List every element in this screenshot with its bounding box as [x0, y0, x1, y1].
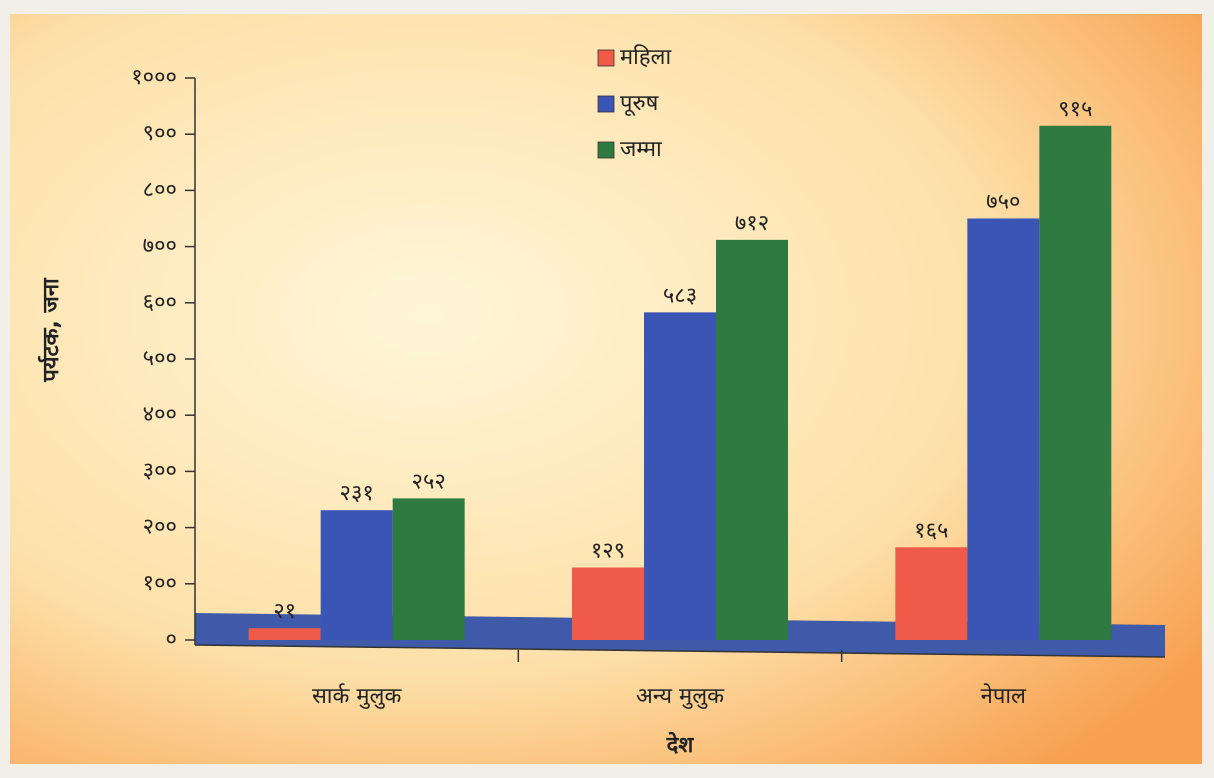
value-label: २३१ [340, 481, 374, 506]
legend-swatch [597, 95, 615, 113]
y-tick-label: ० [166, 627, 177, 652]
bar [895, 547, 968, 640]
legend-label: पूरुष [620, 91, 660, 117]
y-tick-label: ३०० [143, 458, 177, 483]
value-label: १२९ [591, 539, 625, 564]
x-tick-label: नेपाल [981, 683, 1027, 709]
y-axis-label: पर्यटक, जना [37, 277, 64, 383]
legend-label: महिला [620, 44, 671, 70]
y-tick-label: १०० [143, 571, 177, 596]
legend-swatch [597, 141, 615, 159]
value-label: ५८३ [663, 283, 697, 308]
y-tick-label: ५०० [143, 346, 177, 371]
bar [1039, 125, 1112, 640]
value-label: ७५० [986, 190, 1020, 215]
value-label: २५२ [412, 469, 446, 494]
x-axis [194, 644, 1166, 658]
y-tick-label: ४०० [143, 402, 177, 427]
value-label: १६५ [914, 518, 948, 543]
y-tick-label: ६०० [143, 290, 177, 315]
y-tick-label: ७०० [143, 234, 177, 259]
x-tick-label: अन्य मुलुक [636, 684, 725, 709]
y-tick-label: २०० [143, 515, 177, 540]
bar [572, 567, 644, 640]
bar [716, 239, 788, 640]
legend-swatch [597, 49, 615, 67]
y-tick-label: १००० [131, 65, 177, 90]
x-tick-label: सार्क मुलुक [312, 683, 403, 709]
value-label: ७१२ [735, 211, 769, 236]
y-tick-label: ९०० [143, 121, 177, 146]
bar [967, 218, 1040, 640]
value-label: ९१५ [1058, 97, 1092, 122]
bar [392, 498, 465, 640]
y-tick-label: ८०० [143, 177, 177, 202]
bar [320, 510, 393, 640]
bar [248, 628, 321, 640]
legend-label: जम्मा [620, 137, 662, 162]
x-axis-label: देश [666, 731, 695, 758]
value-label: २१ [273, 599, 296, 624]
bar [644, 312, 716, 640]
